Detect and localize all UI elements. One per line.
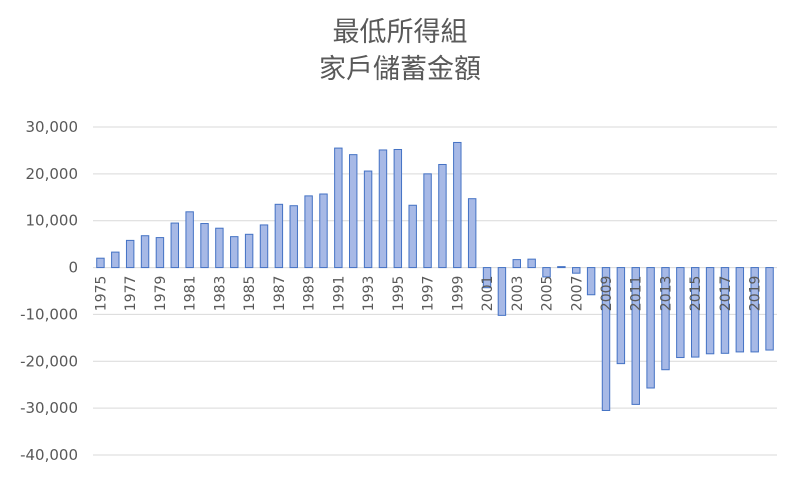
x-tick-label: 2017 bbox=[718, 276, 734, 312]
y-tick-label: 20,000 bbox=[26, 165, 79, 183]
x-tick-label: 2013 bbox=[658, 276, 674, 312]
x-tick-label: 2009 bbox=[599, 276, 615, 312]
bar-1976 bbox=[111, 251, 120, 269]
bar-1981 bbox=[185, 211, 194, 269]
bar-1980 bbox=[170, 222, 179, 269]
bar-1978 bbox=[140, 235, 150, 269]
x-tick-label: 2011 bbox=[629, 276, 645, 312]
bar-1994 bbox=[378, 149, 388, 269]
bar-2016 bbox=[705, 267, 715, 355]
bar-1996 bbox=[408, 204, 417, 269]
bar-2002 bbox=[497, 267, 507, 316]
bar-1995 bbox=[393, 148, 403, 269]
bar-1975 bbox=[96, 257, 105, 269]
bar-2007 bbox=[572, 267, 581, 274]
bar-2010 bbox=[616, 267, 626, 365]
x-tick-label: 2015 bbox=[688, 276, 704, 312]
bar-2005 bbox=[542, 267, 551, 278]
bar-1988 bbox=[289, 205, 298, 269]
x-tick-label: 2001 bbox=[480, 276, 496, 312]
bar-1977 bbox=[125, 239, 135, 269]
bar-2015 bbox=[691, 267, 700, 358]
bar-1985 bbox=[244, 233, 254, 269]
bar-1984 bbox=[230, 236, 239, 269]
bar-1983 bbox=[215, 227, 224, 269]
x-tick-label: 1993 bbox=[361, 276, 377, 312]
y-tick-label: 0 bbox=[68, 259, 78, 277]
bar-1990 bbox=[319, 193, 328, 269]
x-tick-label: 1975 bbox=[93, 276, 109, 312]
chart-title: 最低所得組 家戶儲蓄金額 bbox=[0, 14, 800, 88]
x-tick-label: 1983 bbox=[212, 276, 228, 312]
y-axis-ticks: -40,000 -30,000 -20,000 -10,000 0 10,000 20,00… bbox=[20, 118, 78, 464]
x-tick-label: 1999 bbox=[450, 276, 466, 312]
bar-2019 bbox=[750, 267, 759, 353]
y-tick-label: -30,000 bbox=[20, 399, 78, 417]
x-tick-label: 1985 bbox=[242, 276, 258, 312]
y-tick-label: 10,000 bbox=[26, 212, 79, 230]
x-tick-label: 2003 bbox=[510, 276, 526, 312]
x-tick-label: 1979 bbox=[153, 276, 169, 312]
x-tick-label: 2005 bbox=[540, 276, 556, 312]
bar-1989 bbox=[304, 195, 313, 269]
bar-2003 bbox=[512, 259, 522, 269]
bar-2006 bbox=[557, 266, 566, 269]
bar-1993 bbox=[363, 170, 373, 269]
bar-2001 bbox=[482, 267, 492, 289]
y-tick-label: -10,000 bbox=[20, 305, 78, 323]
bar-1997 bbox=[423, 173, 432, 269]
y-tick-label: 30,000 bbox=[26, 118, 79, 136]
bar-2009 bbox=[601, 267, 611, 411]
bar-2012 bbox=[646, 267, 655, 389]
bar-2008 bbox=[586, 267, 596, 296]
y-tick-label: -40,000 bbox=[20, 446, 78, 464]
bars bbox=[96, 141, 774, 411]
x-tick-label: 1981 bbox=[183, 276, 199, 312]
x-tick-label: 1995 bbox=[391, 276, 407, 312]
bar-2000 bbox=[467, 198, 477, 269]
x-tick-label: 1987 bbox=[272, 276, 288, 312]
bar-1987 bbox=[274, 203, 284, 269]
bar-1992 bbox=[349, 154, 358, 269]
bar-2004 bbox=[527, 258, 536, 269]
chart-title-line-2: 家戶儲蓄金額 bbox=[319, 54, 481, 85]
bar-1982 bbox=[200, 223, 209, 269]
x-tick-label: 1991 bbox=[331, 276, 347, 312]
x-tick-label: 1997 bbox=[421, 276, 437, 312]
bar-2017 bbox=[720, 267, 730, 354]
bar-1991 bbox=[334, 147, 343, 269]
x-tick-label: 2007 bbox=[569, 276, 585, 312]
bar-1986 bbox=[259, 224, 269, 269]
bar-2014 bbox=[676, 267, 685, 359]
bar-2020 bbox=[765, 267, 774, 351]
chart-title-line-1: 最低所得組 bbox=[332, 17, 468, 48]
bar-2011 bbox=[631, 267, 640, 405]
bar-2018 bbox=[735, 267, 745, 353]
x-tick-label: 1977 bbox=[123, 276, 139, 312]
bar-1999 bbox=[453, 141, 462, 269]
y-tick-label: -20,000 bbox=[20, 352, 78, 370]
x-tick-label: 1989 bbox=[302, 276, 318, 312]
bar-2013 bbox=[661, 267, 670, 371]
bar-1979 bbox=[155, 237, 165, 269]
x-tick-label: 2019 bbox=[748, 276, 764, 312]
x-axis-ticks: 1975 1977 1979 1981 1983 1985 1987 1989 1991 1993… bbox=[93, 276, 763, 312]
bar-1998 bbox=[438, 163, 447, 269]
